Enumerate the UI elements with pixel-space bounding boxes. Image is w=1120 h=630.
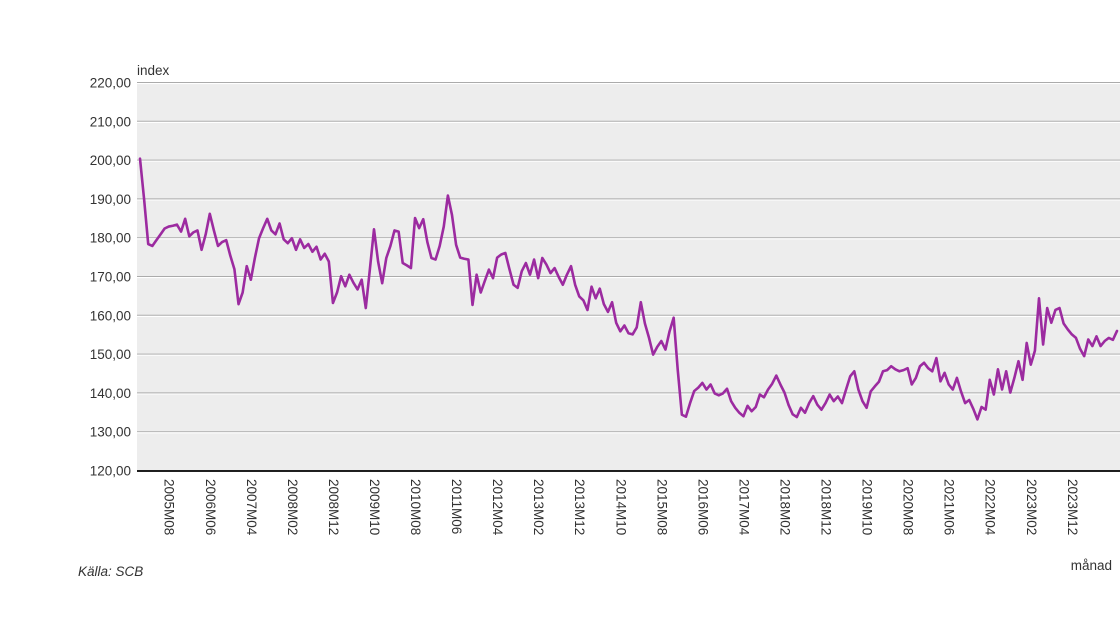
x-tick-label: 2016M06 bbox=[695, 479, 710, 535]
y-tick-label: 170,00 bbox=[90, 270, 131, 285]
x-tick-label: 2008M02 bbox=[285, 479, 300, 535]
index-series-line bbox=[138, 157, 1119, 421]
x-tick-label: 2008M12 bbox=[326, 479, 341, 535]
x-tick-label: 2019M10 bbox=[860, 479, 875, 535]
y-tick-label: 120,00 bbox=[90, 464, 131, 479]
source-note: Källa: SCB bbox=[78, 564, 144, 579]
x-tick-label: 2022M04 bbox=[983, 479, 998, 536]
y-tick-label: 210,00 bbox=[90, 114, 131, 129]
x-tick-label: 2018M02 bbox=[777, 479, 792, 535]
y-tick-label: 130,00 bbox=[90, 425, 131, 440]
x-tick-label: 2023M12 bbox=[1065, 479, 1080, 535]
x-tick-label: 2013M12 bbox=[572, 479, 587, 535]
x-tick-label: 2007M04 bbox=[244, 479, 259, 536]
x-tick-label: 2006M06 bbox=[203, 479, 218, 535]
y-tick-label: 150,00 bbox=[90, 347, 131, 362]
x-tick-label: 2021M06 bbox=[942, 479, 957, 535]
x-tick-label: 2023M02 bbox=[1024, 479, 1039, 535]
x-tick-label: 2011M06 bbox=[449, 479, 464, 534]
x-tick-label: 2009M10 bbox=[367, 479, 382, 535]
x-tick-label: 2020M08 bbox=[901, 479, 916, 535]
y-tick-label: 160,00 bbox=[90, 308, 131, 323]
y-tick-label: 180,00 bbox=[90, 231, 131, 246]
y-tick-label: 190,00 bbox=[90, 192, 131, 207]
y-tick-label: 220,00 bbox=[90, 76, 131, 91]
y-axis-title: index bbox=[137, 63, 170, 78]
y-tick-label: 200,00 bbox=[90, 153, 131, 168]
x-axis-title: månad bbox=[1070, 558, 1112, 573]
x-tick-label: 2010M08 bbox=[408, 479, 423, 535]
x-tick-label: 2018M12 bbox=[819, 479, 834, 535]
x-tick-label: 2012M04 bbox=[490, 479, 505, 536]
x-tick-label: 2005M08 bbox=[162, 479, 177, 535]
y-tick-label: 140,00 bbox=[90, 386, 131, 401]
x-tick-label: 2017M04 bbox=[736, 479, 751, 536]
x-tick-label: 2015M08 bbox=[654, 479, 669, 535]
x-tick-label: 2013M02 bbox=[531, 479, 546, 535]
x-tick-label: 2014M10 bbox=[613, 479, 628, 535]
